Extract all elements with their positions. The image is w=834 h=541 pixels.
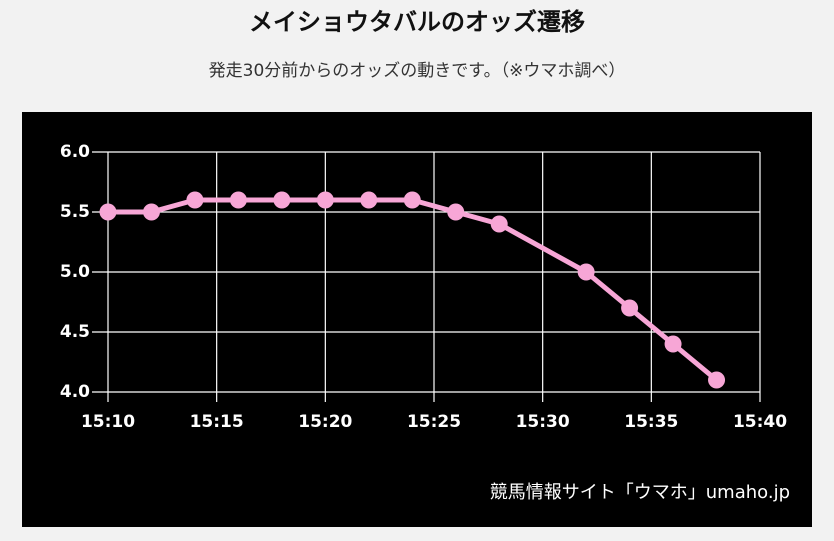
x-tick-label: 15:40 — [733, 412, 787, 432]
data-point — [360, 191, 378, 209]
x-tick-label: 15:15 — [190, 412, 244, 432]
x-tick-label: 15:20 — [298, 412, 352, 432]
data-point — [99, 203, 117, 221]
data-point — [273, 191, 291, 209]
data-point — [447, 203, 465, 221]
x-tick-label: 15:35 — [624, 412, 678, 432]
y-tick-label: 4.0 — [60, 382, 90, 402]
source-note: 競馬情報サイト「ウマホ」umaho.jp — [490, 482, 790, 503]
y-tick-label: 4.5 — [60, 322, 90, 342]
data-point — [403, 191, 421, 209]
x-tick-label: 15:10 — [81, 412, 135, 432]
y-tick-label: 6.0 — [60, 142, 90, 162]
data-point — [490, 215, 508, 233]
data-point — [708, 371, 726, 389]
data-point — [621, 299, 639, 317]
y-tick-label: 5.0 — [60, 262, 90, 282]
data-point — [664, 335, 682, 353]
data-point — [316, 191, 334, 209]
x-tick-label: 15:25 — [407, 412, 461, 432]
data-point — [229, 191, 247, 209]
chart-subtitle: 発走30分前からのオッズの動きです。（※ウマホ調べ） — [208, 61, 626, 81]
plot-background — [22, 112, 812, 527]
data-point — [577, 263, 595, 281]
data-point — [186, 191, 204, 209]
chart-title: メイショウタバルのオッズ遷移 — [249, 8, 585, 36]
data-point — [142, 203, 160, 221]
y-tick-label: 5.5 — [60, 202, 90, 222]
x-tick-label: 15:30 — [516, 412, 570, 432]
